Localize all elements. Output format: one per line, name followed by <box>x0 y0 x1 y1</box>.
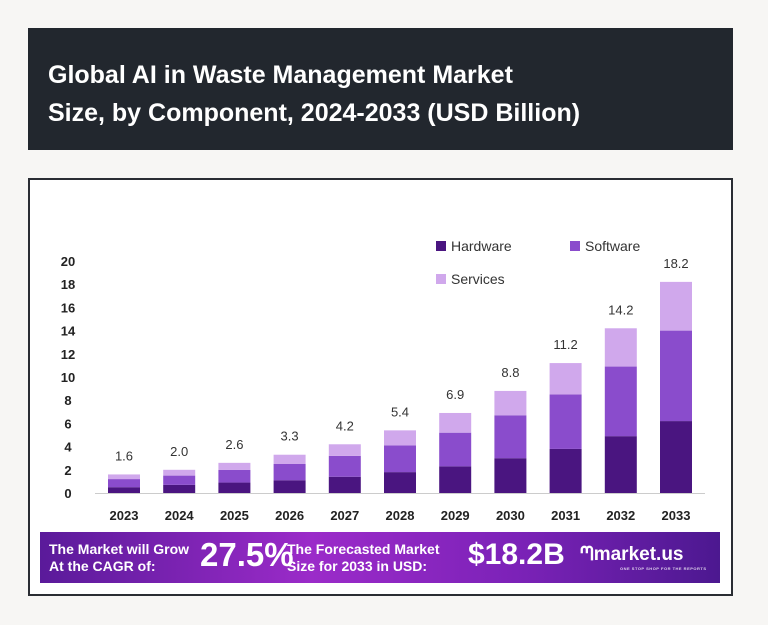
bar-hardware <box>273 480 306 493</box>
y-tick-label: 10 <box>61 370 75 385</box>
bar-services <box>494 390 527 416</box>
bar-software <box>604 366 637 437</box>
chart-title: Global AI in Waste Management Market Siz… <box>28 28 733 150</box>
bar-services <box>218 462 251 470</box>
bar-services <box>604 328 637 367</box>
bar-services <box>273 454 306 464</box>
bar-software <box>439 432 472 467</box>
x-tick-label: 2031 <box>551 508 580 523</box>
logo: ᘉmarket.us <box>580 544 684 565</box>
y-tick-label: 16 <box>61 300 75 315</box>
x-tick-label: 2023 <box>110 508 139 523</box>
total-label: 3.3 <box>281 429 299 444</box>
total-label: 2.6 <box>225 437 243 452</box>
x-tick-label: 2026 <box>275 508 304 523</box>
bar-software <box>660 330 692 422</box>
total-label: 5.4 <box>391 404 409 419</box>
bar-hardware <box>660 421 692 493</box>
bar-services <box>328 444 361 456</box>
bar-services <box>439 412 472 433</box>
y-tick-label: 6 <box>64 416 71 431</box>
bar-software <box>273 464 306 481</box>
x-tick-label: 2033 <box>662 508 691 523</box>
bar-services <box>549 363 582 395</box>
forecast-label: The Forecasted Market Size for 2033 in US… <box>287 541 440 574</box>
total-label: 1.6 <box>115 448 133 463</box>
y-tick-label: 18 <box>61 277 75 292</box>
bar-hardware <box>108 487 140 493</box>
bar-hardware <box>494 458 527 493</box>
bar-hardware <box>549 448 582 493</box>
cagr-label: The Market will Grow At the CAGR of: <box>49 541 190 574</box>
y-tick-label: 12 <box>61 347 75 362</box>
legend-label: Software <box>585 238 640 254</box>
total-label: 6.9 <box>446 387 464 402</box>
total-label: 8.8 <box>501 365 519 380</box>
bar-hardware <box>218 482 251 493</box>
legend-label: Hardware <box>451 238 512 254</box>
legend-swatch <box>436 274 446 284</box>
bar-hardware <box>604 436 637 493</box>
legend-swatch <box>570 241 580 251</box>
x-tick-label: 2028 <box>386 508 415 523</box>
x-tick-label: 2029 <box>441 508 470 523</box>
y-tick-label: 0 <box>64 486 71 501</box>
title-line-2: Size, by Component, 2024-2033 (USD Billi… <box>48 99 581 127</box>
bar-hardware <box>384 472 416 493</box>
bar-software <box>549 394 582 449</box>
bar-hardware <box>328 476 361 493</box>
y-tick-label: 14 <box>61 324 76 339</box>
total-label: 18.2 <box>663 256 688 271</box>
y-tick-label: 8 <box>64 393 71 408</box>
x-tick-label: 2030 <box>496 508 525 523</box>
bar-hardware <box>439 466 472 493</box>
bar-software <box>384 445 416 473</box>
total-label: 2.0 <box>170 444 188 459</box>
total-label: 4.2 <box>336 418 354 433</box>
y-tick-label: 4 <box>64 440 72 455</box>
bar-services <box>108 474 140 480</box>
x-tick-label: 2027 <box>330 508 359 523</box>
y-tick-label: 2 <box>64 463 71 478</box>
legend-swatch <box>436 241 446 251</box>
forecast-value: $18.2B <box>468 538 565 571</box>
bar-software <box>494 415 527 459</box>
bar-hardware <box>163 484 196 493</box>
title-line-1: Global AI in Waste Management Market <box>48 61 513 89</box>
summary-banner: The Market will Grow At the CAGR of: 27.5… <box>40 532 720 583</box>
cagr-value: 27.5% <box>200 536 294 573</box>
total-label: 11.2 <box>553 337 577 352</box>
x-tick-label: 2032 <box>606 508 635 523</box>
logo-tagline: ONE STOP SHOP FOR THE REPORTS <box>620 566 707 571</box>
total-label: 14.2 <box>608 302 633 317</box>
bar-software <box>328 455 361 477</box>
bar-services <box>163 469 196 476</box>
bar-software <box>218 469 251 483</box>
x-tick-label: 2024 <box>165 508 195 523</box>
x-tick-label: 2025 <box>220 508 249 523</box>
legend-label: Services <box>451 271 505 287</box>
bar-services <box>384 430 416 446</box>
bar-software <box>108 479 140 488</box>
bar-services <box>660 281 692 331</box>
y-tick-label: 20 <box>61 254 75 269</box>
bar-software <box>163 475 196 485</box>
